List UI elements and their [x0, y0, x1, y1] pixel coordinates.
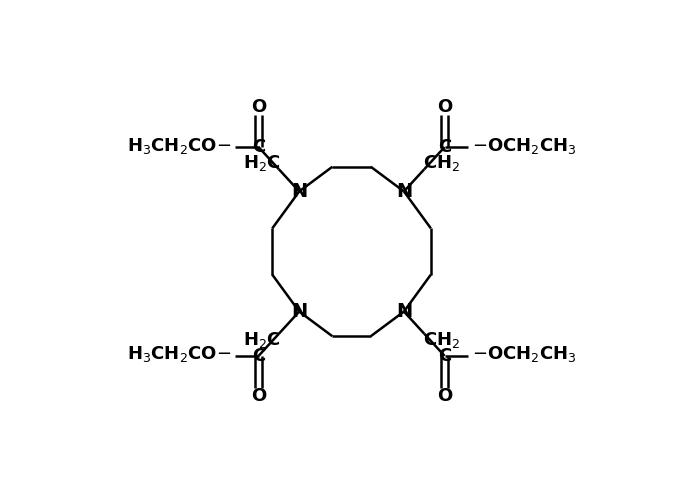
Text: H$_3$CH$_2$CO$-$: H$_3$CH$_2$CO$-$ [127, 344, 232, 365]
Text: O: O [437, 387, 452, 405]
Text: H$_2$C: H$_2$C [243, 153, 281, 173]
Text: CH$_2$: CH$_2$ [423, 153, 460, 173]
Text: $-$OCH$_2$CH$_3$: $-$OCH$_2$CH$_3$ [471, 344, 576, 365]
Text: H$_3$CH$_2$CO$-$: H$_3$CH$_2$CO$-$ [127, 135, 232, 155]
Text: C: C [252, 347, 265, 365]
Text: H$_2$C: H$_2$C [243, 330, 281, 350]
Text: N: N [396, 302, 412, 321]
Text: O: O [251, 98, 266, 116]
Text: C: C [438, 138, 451, 156]
Text: C: C [438, 347, 451, 365]
Text: N: N [291, 302, 307, 321]
Text: CH$_2$: CH$_2$ [423, 330, 460, 350]
Text: O: O [251, 387, 266, 405]
Text: C: C [252, 138, 265, 156]
Text: $-$OCH$_2$CH$_3$: $-$OCH$_2$CH$_3$ [471, 135, 576, 155]
Text: O: O [437, 98, 452, 116]
Text: N: N [396, 182, 412, 201]
Text: N: N [291, 182, 307, 201]
